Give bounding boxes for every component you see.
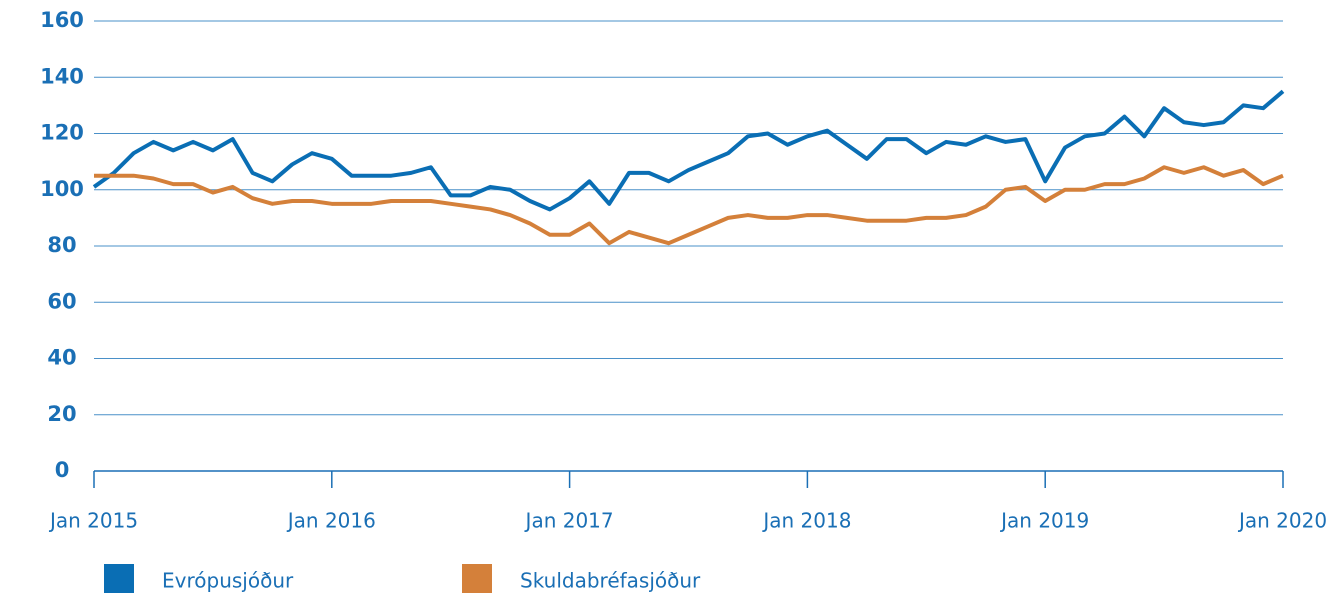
y-tick-label: 140 (40, 64, 84, 88)
legend-label: Skuldabréfasjóður (520, 569, 701, 593)
y-tick-label: 100 (40, 177, 84, 201)
y-tick-label: 120 (40, 121, 84, 145)
x-tick-label: Jan 2020 (1237, 509, 1326, 533)
x-tick-label: Jan 2016 (286, 509, 376, 533)
x-tick-label: Jan 2015 (48, 509, 138, 533)
legend-swatch (104, 564, 134, 593)
y-tick-label: 60 (47, 289, 76, 313)
legend-swatch (462, 564, 492, 593)
y-tick-label: 160 (40, 8, 84, 32)
y-tick-label: 20 (47, 402, 76, 426)
x-tick-label: Jan 2017 (524, 509, 614, 533)
line-series (94, 165, 1284, 246)
y-tick-label: 0 (55, 458, 70, 482)
legend-label: Evrópusjóður (162, 569, 294, 593)
x-tick-label: Jan 2019 (999, 509, 1089, 533)
x-tick-label: Jan 2018 (761, 509, 851, 533)
y-tick-label: 40 (47, 346, 76, 370)
y-tick-label: 80 (47, 233, 76, 257)
line-series (92, 89, 1285, 212)
